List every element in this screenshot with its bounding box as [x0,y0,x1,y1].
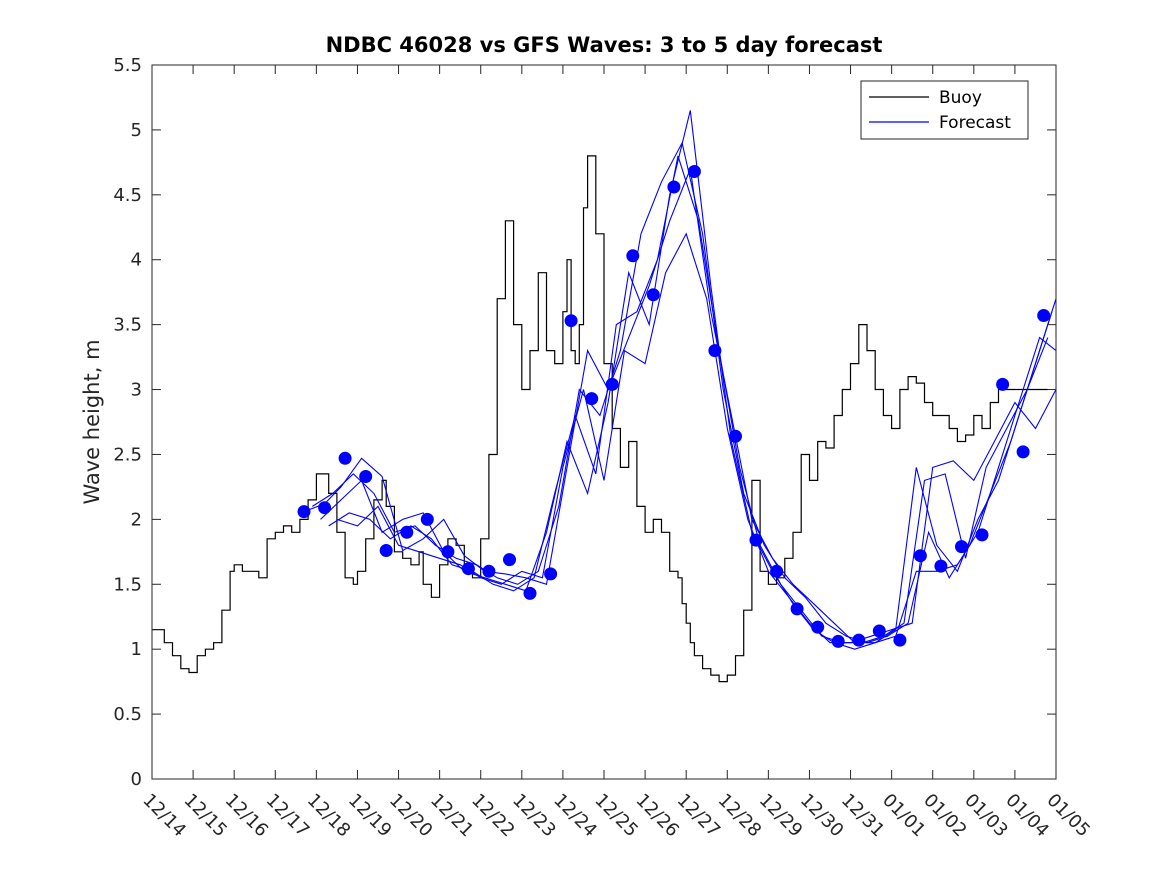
forecast-point [729,429,742,443]
forecast-point [646,288,660,302]
forecast-point [996,377,1010,391]
forecast-point [400,525,414,539]
y-tick-label: 3 [131,380,142,401]
forecast-point [461,562,475,576]
legend-buoy-label: Buoy [939,88,982,108]
forecast-point [934,559,948,573]
forecast-point [831,634,845,648]
forecast-point [585,392,599,406]
y-tick-label: 4 [131,250,142,271]
forecast-point [1037,309,1051,322]
forecast-series-line-5 [336,232,1057,644]
buoy-series-line [152,155,1048,683]
y-tick-label: 4.5 [113,185,142,206]
y-tick-label: 2.5 [113,444,142,465]
forecast-point [975,528,989,542]
forecast-point [564,314,578,328]
forecast-point [749,533,763,547]
legend-forecast-label: Forecast [939,113,1011,133]
forecast-point [297,505,311,519]
forecast-point [544,567,558,581]
forecast-point [482,564,496,578]
forecast-point [667,180,681,194]
forecast-point [338,451,352,465]
y-tick-label: 0.5 [113,704,142,725]
forecast-point [523,586,537,600]
forecast-point [379,544,393,557]
chart-title: NDBC 46028 vs GFS Waves: 3 to 5 day fore… [326,33,883,57]
y-tick-label: 0 [131,769,142,790]
forecast-series-line-4 [328,155,1049,644]
forecast-point [872,624,886,638]
forecast-point [708,344,722,358]
points-layer [297,165,1051,648]
forecast-point [359,470,373,483]
forecast-point [811,620,825,634]
axes-layer [151,64,1057,780]
forecast-point [955,540,968,554]
forecast-point [318,501,332,515]
legend: Buoy Forecast [860,80,1029,140]
forecast-point [913,549,927,563]
forecast-point [687,165,701,178]
forecast-point [503,553,516,567]
y-tick-label: 5 [131,120,142,141]
y-tick-label: 1.5 [113,574,142,595]
forecast-point [1016,445,1030,459]
forecast-point [770,564,784,578]
y-tick-label: 2 [131,509,142,530]
forecast-point [605,377,619,391]
y-tick-label: 1 [131,639,142,660]
y-axis-label: Wave height, m [80,339,104,504]
forecast-point [420,512,434,526]
forecast-point [852,633,866,647]
forecast-point [441,545,455,559]
y-tick-label: 5.5 [113,55,142,76]
forecast-point [790,602,804,616]
legend-box [860,80,1029,140]
forecast-point [626,249,640,263]
y-tick-labels: 0 0.5 1 1.5 2 2.5 3 3.5 4 4.5 5 5.5 [113,55,142,790]
forecast-point [893,633,907,647]
y-tick-label: 3.5 [113,315,142,336]
